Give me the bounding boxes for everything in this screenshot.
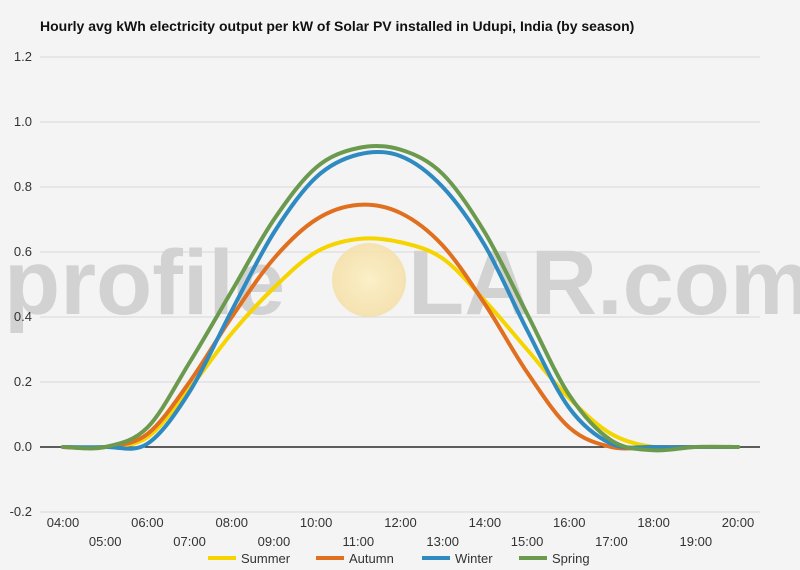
y-tick-label: 0.8	[14, 179, 32, 194]
axis-labels: -0.2 0.0 0.2 0.4 0.6 0.8 1.0 1.2 04:00 05:00 06:00…	[10, 49, 755, 549]
x-tick-label: 04:00	[47, 515, 80, 530]
legend-label-autumn: Autumn	[349, 551, 394, 566]
y-tick-label: 0.0	[14, 439, 32, 454]
x-tick-label: 11:00	[343, 534, 375, 549]
x-tick-label: 15:00	[511, 534, 544, 549]
x-tick-label: 08:00	[215, 515, 248, 530]
y-tick-label: 1.0	[14, 114, 32, 129]
series-line-spring	[61, 144, 740, 453]
grid-layer	[40, 56, 760, 513]
legend-label-winter: Winter	[455, 551, 493, 566]
x-tick-label: 14:00	[469, 515, 502, 530]
y-tick-label: -0.2	[10, 504, 32, 519]
x-tick-label: 17:00	[595, 534, 628, 549]
x-tick-label: 13:00	[426, 534, 459, 549]
x-tick-label: 16:00	[553, 515, 586, 530]
legend: Summer Autumn Winter Spring	[208, 551, 590, 566]
watermark: profile LAR.com	[4, 232, 800, 334]
x-tick-label: 05:00	[89, 534, 122, 549]
x-tick-label: 12:00	[384, 515, 417, 530]
y-tick-label: 0.4	[14, 309, 32, 324]
x-tick-label: 07:00	[173, 534, 206, 549]
x-tick-label: 06:00	[131, 515, 164, 530]
watermark-text-right: LAR.com	[408, 232, 800, 334]
y-tick-label: 0.6	[14, 244, 32, 259]
y-tick-label: 0.2	[14, 374, 32, 389]
x-tick-label: 18:00	[637, 515, 670, 530]
watermark-sun-icon	[332, 243, 406, 317]
x-tick-label: 20:00	[722, 515, 755, 530]
x-tick-label: 09:00	[258, 534, 291, 549]
chart-title: Hourly avg kWh electricity output per kW…	[40, 18, 635, 34]
y-tick-label: 1.2	[14, 49, 32, 64]
series-line-winter	[61, 149, 740, 451]
series-layer	[61, 144, 740, 453]
x-tick-label: 10:00	[300, 515, 333, 530]
series-line-summer	[61, 236, 740, 450]
x-tick-label: 19:00	[680, 534, 713, 549]
legend-label-spring: Spring	[552, 551, 590, 566]
legend-label-summer: Summer	[241, 551, 291, 566]
